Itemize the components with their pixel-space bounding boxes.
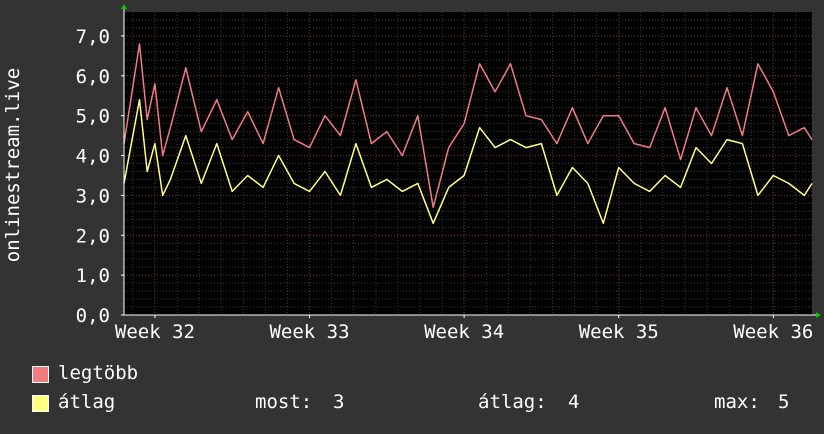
y-tick-label: 0,0 [76, 305, 110, 327]
y-tick-label: 3,0 [76, 185, 110, 207]
y-tick-label: 7,0 [76, 26, 110, 48]
stat-now-value: 3 [333, 391, 345, 413]
stat-avg-label: átlag: [478, 391, 547, 413]
x-axis-arrow-icon [816, 312, 821, 318]
y-tick-label: 5,0 [76, 106, 110, 128]
y-axis-arrow-icon [121, 4, 127, 9]
stat-avg-value: 4 [568, 391, 580, 413]
series-layer [123, 43, 813, 225]
legend-label-atlag: átlag [58, 391, 116, 413]
x-tick-label: Week 34 [424, 321, 504, 343]
series-line-atlag [123, 98, 813, 225]
stat-max-value: 5 [778, 391, 790, 413]
x-tick-label: Week 32 [115, 321, 195, 343]
x-tick-label: Week 35 [579, 321, 659, 343]
x-tick-label: Week 36 [733, 321, 813, 343]
y-tick-labels: 0,0 1,0 2,0 3,0 4,0 5,0 6,0 7,0 [76, 26, 124, 327]
y-tick-label: 1,0 [76, 265, 110, 287]
y-tick-label: 6,0 [76, 66, 110, 88]
legend-swatch-atlag [32, 395, 49, 412]
y-tick-label: 4,0 [76, 146, 110, 168]
y-tick-label: 2,0 [76, 225, 110, 247]
x-tick-label: Week 33 [269, 321, 349, 343]
y-axis-label: onlinestream.live [2, 68, 24, 262]
axes [121, 4, 821, 318]
legend-swatch-legtobb [32, 366, 49, 383]
x-tick-labels: Week 32 Week 33 Week 34 Week 35 Week 36 [115, 315, 813, 343]
stat-now-label: most: [255, 391, 313, 413]
series-line-legtobb [123, 43, 813, 209]
stat-max-label: max: [714, 391, 760, 413]
legend-label-legtobb: legtöbb [58, 362, 139, 384]
